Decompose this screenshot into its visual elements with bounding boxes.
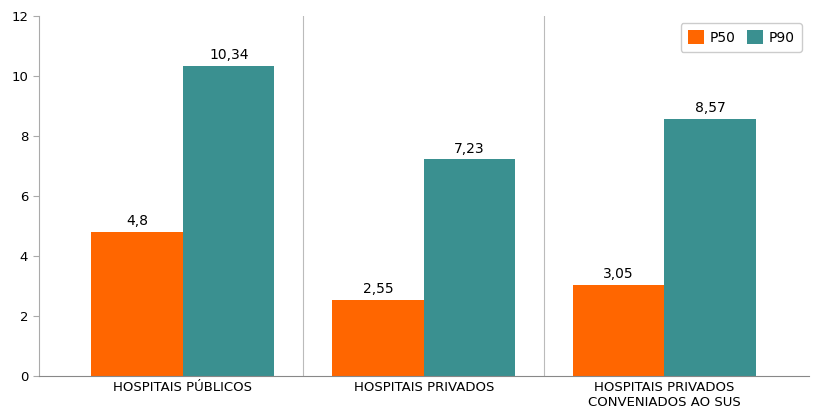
Legend: P50, P90: P50, P90	[680, 23, 801, 52]
Bar	[332, 299, 423, 376]
Text: 3,05: 3,05	[603, 267, 633, 281]
Bar	[92, 232, 183, 376]
Bar	[572, 284, 663, 376]
Bar	[663, 119, 755, 376]
Bar	[423, 159, 514, 376]
Text: 2,55: 2,55	[362, 282, 393, 296]
Text: 10,34: 10,34	[209, 48, 248, 62]
Bar	[183, 66, 274, 376]
Text: 8,57: 8,57	[694, 101, 725, 116]
Text: 7,23: 7,23	[454, 142, 484, 155]
Text: 4,8: 4,8	[126, 215, 148, 228]
